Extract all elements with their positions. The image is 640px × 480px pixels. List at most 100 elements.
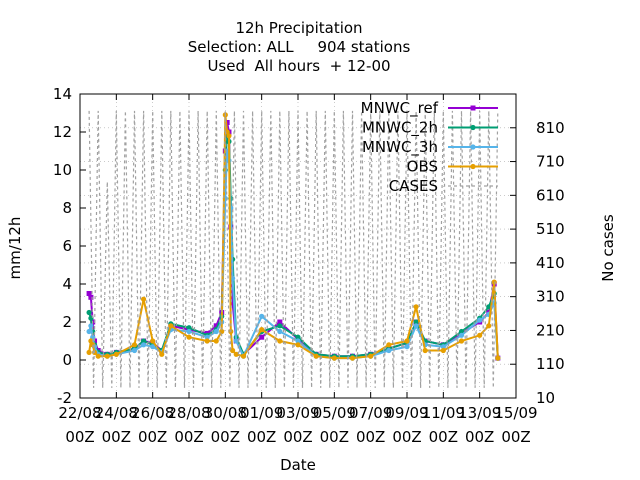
y2-tick-label: 710 [536, 153, 565, 171]
x-tick-label-date: 03/09 [276, 404, 319, 422]
series-line-obs [88, 114, 499, 360]
point-obs [422, 347, 428, 354]
point-obs [104, 353, 110, 359]
y-tick-label: -2 [57, 389, 72, 407]
title-line-3: Used All hours + 12-00 [207, 57, 390, 75]
legend-marker-mnwc-3h [470, 144, 476, 150]
x-axis-label: Date [280, 456, 316, 474]
point-obs [230, 347, 236, 354]
x-tick-label-hour: 00Z [429, 428, 458, 446]
legend-label-mnwc-3h: MNWC_3h [362, 138, 438, 157]
point-obs [150, 338, 156, 344]
x-tick-label-date: 28/08 [167, 404, 210, 422]
point-mnwc-ref [259, 334, 265, 340]
series-line-mnwc-3h [88, 150, 499, 360]
y2-tick-label: 310 [536, 288, 565, 306]
x-tick-label-hour: 00Z [465, 428, 494, 446]
x-tick-label-hour: 00Z [247, 428, 276, 446]
point-mnwc-2h [277, 323, 283, 329]
x-tick-label-hour: 00Z [392, 428, 421, 446]
point-mnwc-3h [86, 328, 92, 335]
x-tick-label-hour: 00Z [138, 428, 167, 446]
point-obs [186, 334, 192, 340]
point-obs [458, 338, 465, 344]
y-tick-label: 14 [53, 85, 72, 103]
y-tick-label: 6 [62, 237, 72, 255]
x-tick-label-hour: 00Z [102, 428, 131, 446]
x-tick-label-date: 22/08 [58, 404, 101, 422]
x-tick-label-hour: 00Z [174, 428, 203, 446]
point-mnwc-ref [213, 323, 219, 329]
point-obs [486, 323, 492, 329]
x-tick-label-date: 09/09 [385, 404, 428, 422]
point-mnwc-3h [295, 338, 301, 344]
x-tick-label-date: 24/08 [95, 404, 138, 422]
point-mnwc-2h [413, 319, 419, 325]
point-mnwc-3h [150, 344, 156, 350]
y2-tick-label: 410 [536, 254, 565, 272]
point-mnwc-3h [277, 328, 283, 335]
y-tick-label: 0 [62, 351, 72, 369]
chart-title: 12h Precipitation Selection: ALL 904 sta… [188, 19, 411, 75]
point-mnwc-3h [458, 332, 465, 338]
x-tick-label-date: 01/09 [240, 404, 283, 422]
point-obs [86, 349, 92, 355]
y-axis-label: mm/12h [6, 217, 24, 280]
point-obs [386, 342, 392, 348]
point-mnwc-2h [458, 328, 465, 335]
y2-tick-label: 610 [536, 186, 565, 204]
legend-label-mnwc-ref: MNWC_ref [361, 99, 439, 118]
point-obs [204, 338, 210, 344]
point-obs [95, 353, 101, 359]
point-obs [226, 133, 232, 139]
point-mnwc-3h [233, 338, 239, 344]
title-line-2: Selection: ALL 904 stations [188, 38, 411, 56]
point-obs [259, 327, 265, 333]
legend-marker-mnwc-ref [470, 105, 476, 111]
point-obs [113, 351, 119, 357]
y2-axis-label: No cases [599, 214, 617, 282]
point-mnwc-3h [413, 323, 419, 329]
x-tick-label-hour: 00Z [283, 428, 312, 446]
point-mnwc-2h [86, 309, 92, 316]
legend-label-obs: OBS [407, 158, 438, 176]
point-obs [404, 338, 410, 344]
point-obs [140, 296, 147, 302]
x-tick-label-hour: 00Z [211, 428, 240, 446]
point-mnwc-ref [224, 120, 230, 125]
point-mnwc-3h [404, 344, 410, 350]
point-mnwc-2h [186, 325, 192, 331]
point-obs [240, 353, 247, 359]
x-tick-label-hour: 00Z [65, 428, 94, 446]
x-tick-label-date: 13/09 [458, 404, 501, 422]
point-obs [331, 355, 337, 361]
x-tick-label-date: 05/09 [313, 404, 356, 422]
point-obs [233, 351, 239, 357]
point-obs [295, 342, 301, 348]
point-mnwc-3h [477, 317, 483, 323]
point-obs [131, 342, 138, 348]
y2-tick-label: 110 [536, 355, 565, 373]
x-tick-label-date: 30/08 [204, 404, 247, 422]
y-tick-label: 10 [53, 161, 72, 179]
point-mnwc-3h [440, 344, 446, 350]
legend-label-cases: CASES [389, 177, 438, 195]
x-tick-label-date: 11/09 [422, 404, 465, 422]
point-mnwc-3h [213, 328, 219, 335]
point-obs [277, 338, 283, 344]
point-mnwc-ref [88, 294, 94, 300]
legend-marker-obs [470, 163, 476, 170]
point-obs [168, 323, 174, 329]
point-mnwc-3h [259, 313, 265, 319]
point-mnwc-3h [204, 334, 210, 340]
y2-tick-label: 810 [536, 119, 565, 137]
x-tick-label-hour: 00Z [501, 428, 530, 446]
series-layer [86, 110, 501, 388]
point-obs [159, 351, 165, 357]
x-tick-label-hour: 00Z [356, 428, 385, 446]
legend-label-mnwc-2h: MNWC_2h [362, 119, 438, 138]
point-obs [368, 353, 374, 359]
series-line-cases [88, 110, 499, 388]
